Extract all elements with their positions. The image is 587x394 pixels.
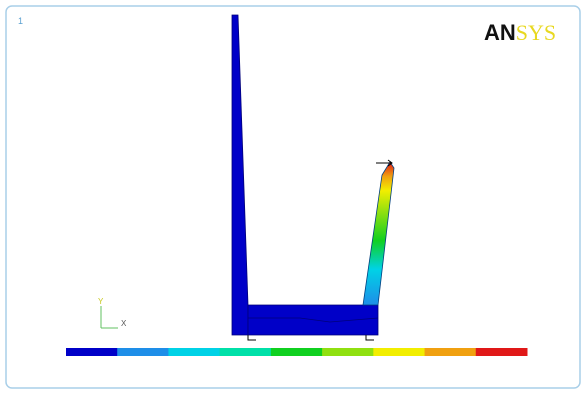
- legend-swatch: [220, 348, 272, 356]
- legend-swatch: [373, 348, 425, 356]
- legend-swatch: [271, 348, 323, 356]
- window-number: 1: [18, 16, 23, 26]
- triad-x: X: [121, 319, 127, 328]
- legend-swatch: [168, 348, 220, 356]
- legend-swatch: [66, 348, 118, 356]
- logo-part2: SYS: [516, 20, 556, 45]
- legend-swatch: [117, 348, 169, 356]
- legend-swatch: [476, 348, 528, 356]
- ansys-logo: ANSYS: [484, 20, 556, 45]
- color-legend: [66, 348, 528, 356]
- legend-swatch: [322, 348, 374, 356]
- page: 1 ANSYS Y X (() => { const data = JSON.p…: [0, 0, 587, 394]
- logo-part1: AN: [484, 20, 516, 45]
- legend-swatch: [425, 348, 477, 356]
- ansys-window: 1 ANSYS Y X: [0, 0, 587, 394]
- triad-y: Y: [98, 297, 104, 306]
